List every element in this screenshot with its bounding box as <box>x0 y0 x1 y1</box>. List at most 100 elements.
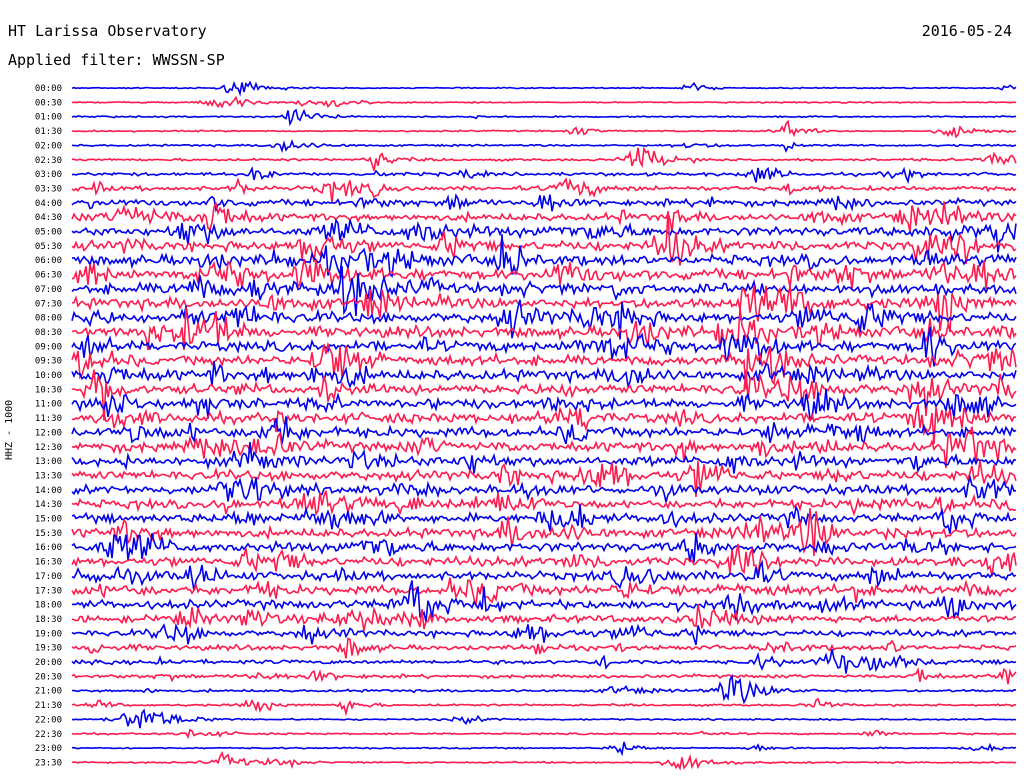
seismic-trace-line <box>72 95 1017 109</box>
seismic-trace-line <box>71 416 1017 445</box>
time-tick-label: 04:00 <box>35 199 62 209</box>
seismic-trace-line <box>71 426 1017 469</box>
time-tick-label: 23:00 <box>35 744 62 754</box>
time-tick-label: 02:30 <box>35 156 62 166</box>
seismic-trace-line <box>71 728 1017 740</box>
seismic-trace-line <box>71 119 1017 139</box>
time-tick-label: 03:30 <box>35 184 62 194</box>
seismic-trace-line <box>71 80 1017 97</box>
time-tick-label: 08:30 <box>35 328 62 338</box>
time-tick-label: 16:30 <box>35 558 62 568</box>
time-tick-label: 15:30 <box>35 529 62 539</box>
seismic-trace-line <box>71 108 1017 127</box>
time-tick-label: 21:00 <box>35 687 62 697</box>
seismic-trace-line <box>71 577 1017 606</box>
time-tick-label: 16:00 <box>35 543 62 553</box>
seismic-trace-line <box>71 389 1017 421</box>
seismic-trace-line <box>71 218 1017 253</box>
seismic-trace-line <box>71 146 1017 171</box>
time-tick-label: 09:30 <box>35 357 62 367</box>
seismic-trace-line <box>71 326 1017 367</box>
time-tick-label: 18:00 <box>35 601 62 611</box>
seismic-trace-line <box>71 504 1017 534</box>
seismic-trace-line <box>71 673 1017 705</box>
seismic-trace-line <box>71 508 1017 557</box>
time-tick-label: 21:30 <box>35 701 62 711</box>
time-tick-label: 04:30 <box>35 213 62 223</box>
time-tick-label: 01:00 <box>35 113 62 123</box>
seismic-trace-line <box>71 193 1017 213</box>
time-tick-label: 06:30 <box>35 271 62 281</box>
seismic-trace-line <box>71 177 1017 204</box>
time-tick-label: 22:30 <box>35 730 62 740</box>
time-tick-label: 02:00 <box>35 141 62 151</box>
applied-filter-label: Applied filter: WWSSN-SP <box>8 51 225 69</box>
time-tick-label: 17:00 <box>35 572 62 582</box>
time-tick-label: 20:00 <box>35 658 62 668</box>
seismic-trace-line <box>71 637 1017 659</box>
time-tick-label: 00:00 <box>35 84 62 94</box>
seismic-trace-line <box>71 580 1017 622</box>
seismic-trace-line <box>71 604 1017 632</box>
record-date: 2016-05-24 <box>921 22 1012 40</box>
time-tick-label: 06:00 <box>35 256 62 266</box>
time-tick-label: 13:00 <box>35 457 62 467</box>
seismic-trace-line <box>71 708 1017 729</box>
seismic-trace-line <box>71 307 1017 351</box>
observatory-title: HT Larissa Observatory <box>8 22 207 40</box>
seismic-trace-line <box>71 404 1017 445</box>
seismic-trace-line <box>71 234 1017 278</box>
time-tick-label: 01:30 <box>35 127 62 137</box>
time-tick-label: 22:00 <box>35 715 62 725</box>
seismic-trace-line <box>71 490 1017 517</box>
time-tick-label: 03:00 <box>35 170 62 180</box>
seismic-trace-line <box>71 299 1017 340</box>
seismic-trace-line <box>71 201 1017 232</box>
time-tick-label: 11:00 <box>35 400 62 410</box>
seismic-trace-line <box>71 341 1017 390</box>
seismic-trace-line <box>71 750 1017 771</box>
seismic-trace-line <box>71 532 1017 563</box>
time-tick-label: 07:00 <box>35 285 62 295</box>
seismic-trace-line <box>71 165 1017 185</box>
seismic-trace-line <box>71 622 1017 646</box>
time-tick-label: 20:30 <box>35 672 62 682</box>
time-tick-label: 05:00 <box>35 228 62 238</box>
time-tick-label: 15:00 <box>35 515 62 525</box>
seismic-trace-line <box>71 369 1017 421</box>
seismic-trace-line <box>71 139 1017 154</box>
time-tick-label: 19:30 <box>35 644 62 654</box>
time-tick-label: 07:30 <box>35 299 62 309</box>
seismic-trace-line <box>71 649 1017 674</box>
time-tick-label: 12:00 <box>35 428 62 438</box>
seismic-trace-line <box>71 361 1017 389</box>
time-tick-label: 09:00 <box>35 342 62 352</box>
seismic-trace-line <box>71 211 1017 266</box>
time-tick-label: 05:30 <box>35 242 62 252</box>
time-tick-label: 08:00 <box>35 314 62 324</box>
seismic-trace-line <box>72 741 1017 757</box>
seismic-trace-line <box>71 667 1017 685</box>
seismic-trace-line <box>71 257 1017 290</box>
seismic-trace-line <box>71 285 1017 333</box>
time-tick-label: 17:30 <box>35 586 62 596</box>
seismic-trace-line <box>71 442 1017 474</box>
seismic-trace-line <box>71 543 1017 577</box>
time-tick-label: 13:30 <box>35 471 62 481</box>
seismic-trace-line <box>71 266 1017 317</box>
time-tick-label: 10:00 <box>35 371 62 381</box>
seismic-trace-line <box>71 559 1017 591</box>
time-tick-label: 23:30 <box>35 758 62 768</box>
time-tick-label: 10:30 <box>35 385 62 395</box>
time-tick-label: 11:30 <box>35 414 62 424</box>
time-tick-label: 00:30 <box>35 98 62 108</box>
seismic-trace-line <box>71 460 1017 498</box>
time-tick-label: 12:30 <box>35 443 62 453</box>
time-tick-label: 14:30 <box>35 500 62 510</box>
time-tick-label: 18:30 <box>35 615 62 625</box>
time-tick-label: 14:00 <box>35 486 62 496</box>
seismic-trace-line <box>71 697 1017 717</box>
time-tick-label: 19:00 <box>35 629 62 639</box>
seismic-trace-line <box>71 474 1017 503</box>
